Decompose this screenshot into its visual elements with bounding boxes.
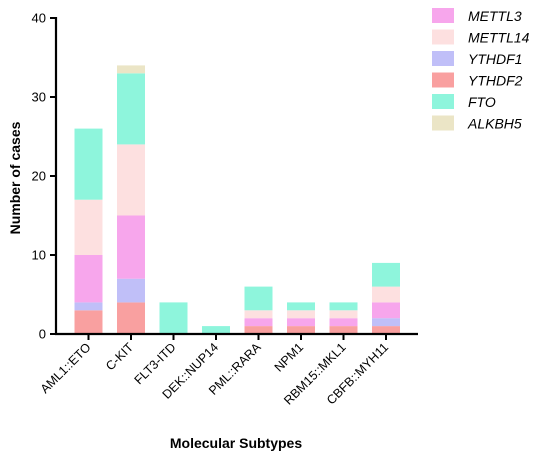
- bar-segment-fto-3: [202, 326, 230, 334]
- legend-label-mettl3: METTL3: [468, 8, 522, 24]
- bar-segment-mettl3-0: [74, 255, 103, 303]
- legend-label-ythdf1: YTHDF1: [468, 51, 522, 67]
- legend: METTL3 METTL14 YTHDF1 YTHDF2 FTO ALKBH5: [432, 8, 530, 132]
- y-tick-label-30: 30: [32, 90, 46, 105]
- y-tick-labels: 0 10 20 30 40: [32, 11, 46, 342]
- bar-segment-mettl3-7: [372, 302, 400, 319]
- bar-segment-mettl3-4: [244, 318, 273, 327]
- bar-segment-fto-1: [117, 73, 145, 145]
- bar-segment-ythdf2-0: [74, 310, 103, 334]
- bar-segment-ythdf2-7: [372, 326, 400, 334]
- bar-segment-fto-6: [329, 302, 358, 311]
- bar-segment-mettl14-6: [329, 310, 358, 319]
- bar-segment-fto-7: [372, 262, 400, 287]
- legend-swatch-ythdf1: [432, 51, 454, 66]
- bar-segment-fto-2: [159, 302, 188, 334]
- x-tick-label-5: NPM1: [272, 340, 306, 374]
- bar-segment-ythdf1-0: [74, 302, 103, 311]
- bar-segment-fto-5: [287, 302, 315, 311]
- bar-segment-alkbh5-1: [117, 65, 145, 74]
- bar-segment-ythdf2-6: [329, 326, 358, 334]
- legend-label-mettl14: METTL14: [468, 30, 530, 46]
- x-tick-label-0: AML1::ETO: [38, 340, 94, 396]
- legend-label-alkbh5: ALKBH5: [467, 116, 522, 132]
- bar-segment-mettl3-5: [287, 318, 315, 327]
- x-axis-title: Molecular Subtypes: [170, 435, 302, 451]
- bar-segment-ythdf2-4: [244, 326, 273, 334]
- axes-layer: [50, 17, 418, 340]
- legend-label-fto: FTO: [468, 94, 496, 110]
- y-tick-label-10: 10: [32, 248, 46, 263]
- x-tick-labels: AML1::ETO C-KITFLT3-ITDDEK::NUP14PML::RAR…: [38, 340, 391, 408]
- y-tick-label-20: 20: [32, 169, 46, 184]
- bar-segment-ythdf1-1: [117, 278, 145, 303]
- x-tick-label-1: C-KIT: [103, 340, 136, 373]
- bar-segment-mettl14-7: [372, 286, 400, 303]
- y-tick-label-0: 0: [39, 327, 46, 342]
- bar-segment-mettl3-1: [117, 215, 145, 279]
- legend-swatch-mettl14: [432, 29, 454, 45]
- bar-segment-mettl14-1: [117, 144, 145, 216]
- legend-swatch-ythdf2: [432, 72, 454, 88]
- bar-segment-mettl14-0: [74, 199, 103, 255]
- bar-segment-fto-4: [244, 286, 273, 311]
- bar-segment-mettl3-6: [329, 318, 358, 327]
- legend-label-ythdf2: YTHDF2: [468, 73, 523, 89]
- bar-segment-fto-0: [74, 128, 103, 200]
- bar-segment-ythdf2-5: [287, 326, 315, 334]
- y-tick-label-40: 40: [32, 11, 46, 26]
- bar-segment-ythdf1-7: [372, 318, 400, 327]
- bars-layer: [74, 65, 400, 334]
- bar-segment-mettl14-4: [244, 310, 273, 319]
- bar-segment-ythdf2-1: [117, 302, 145, 334]
- y-axis-title: Number of cases: [7, 121, 23, 234]
- legend-swatch-alkbh5: [432, 115, 454, 131]
- legend-swatch-fto: [432, 94, 454, 109]
- bar-segment-mettl14-5: [287, 310, 315, 319]
- legend-swatch-mettl3: [432, 8, 454, 23]
